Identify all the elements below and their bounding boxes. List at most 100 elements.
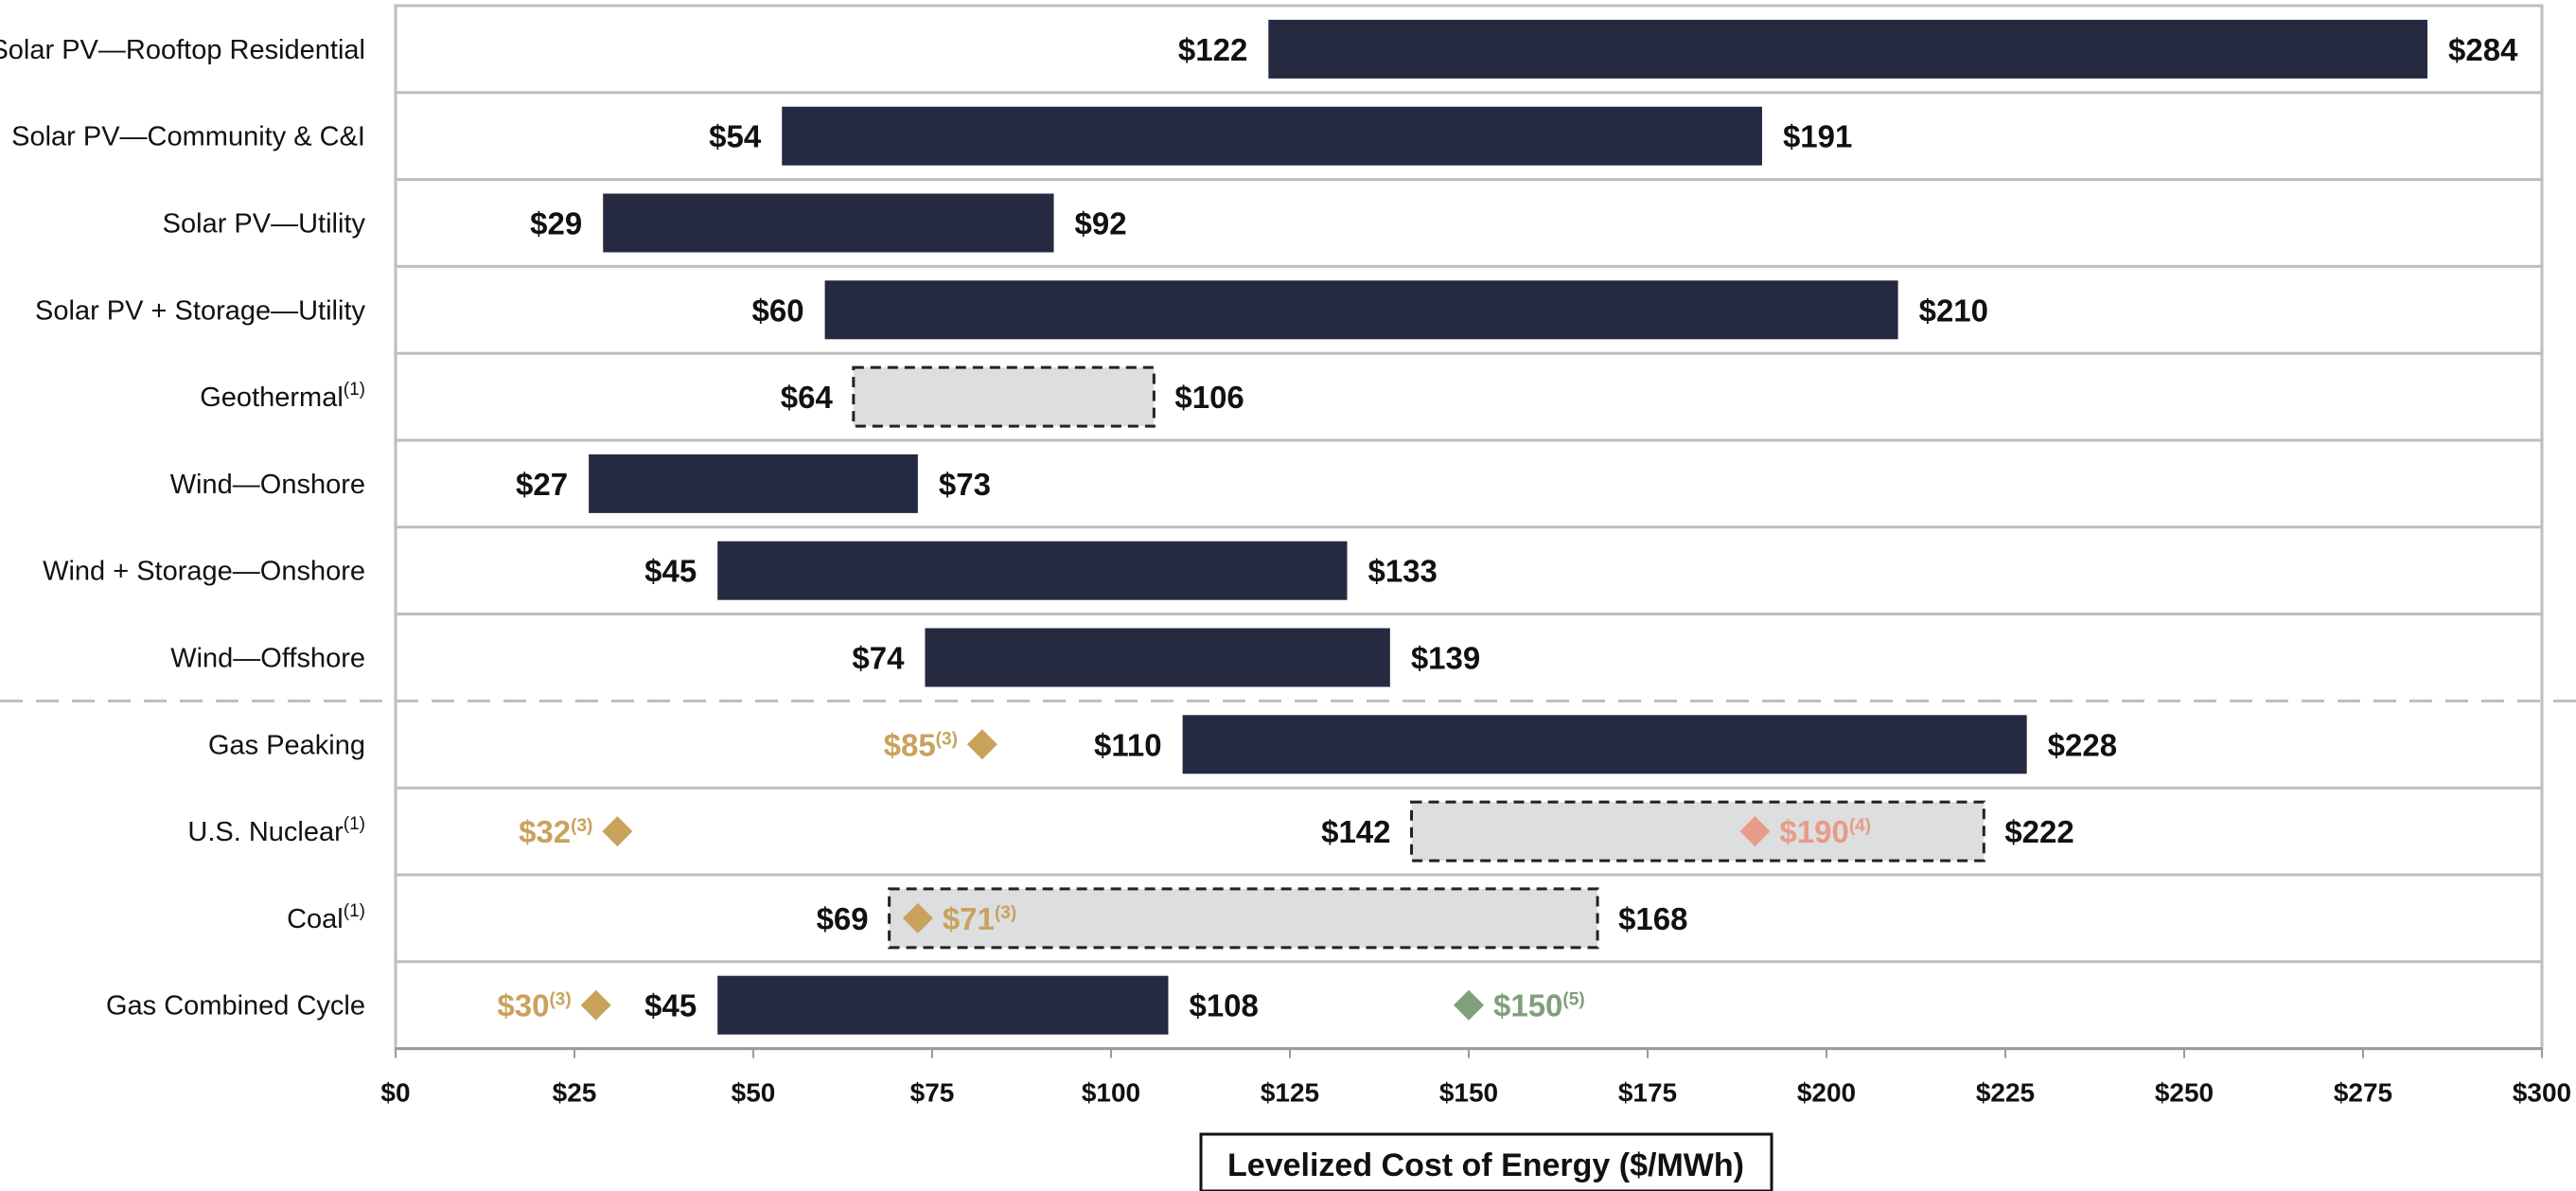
- low-value-label: $60: [752, 293, 804, 328]
- marker-diamond: [602, 816, 633, 847]
- value-markers: $85(3)$32(3) $190(4)$71(3)$30(3) $150(5): [497, 727, 1871, 1022]
- marker-label-value: $32: [519, 814, 571, 849]
- category-label: Coal(1): [287, 901, 365, 934]
- marker-label: $30(3): [497, 988, 571, 1023]
- category-label: Solar PV + Storage—Utility: [35, 295, 365, 326]
- high-value-label: $168: [1618, 901, 1687, 936]
- low-value-label: $69: [817, 901, 869, 936]
- category-label-footnote: (1): [344, 814, 365, 834]
- category-label-text: Wind—Offshore: [170, 644, 365, 674]
- category-label-text: Coal: [287, 904, 344, 934]
- x-tick-label: $275: [2334, 1078, 2392, 1108]
- x-tick-label: $0: [380, 1078, 410, 1108]
- x-axis-title: Levelized Cost of Energy ($/MWh): [1227, 1147, 1744, 1183]
- marker-label-value: $30: [497, 988, 549, 1023]
- category-label-text: Gas Combined Cycle: [106, 991, 365, 1022]
- category-label-text: Wind + Storage—Onshore: [43, 557, 365, 587]
- low-value-label: $142: [1321, 814, 1390, 849]
- range-bar: [717, 541, 1348, 600]
- category-label: Wind—Offshore: [170, 644, 365, 674]
- category-label-footnote: (1): [344, 901, 365, 921]
- high-value-label: $284: [2448, 32, 2518, 67]
- high-value-label: $139: [1411, 641, 1480, 676]
- x-tick-label: $250: [2155, 1078, 2214, 1108]
- low-value-label: $27: [516, 467, 568, 502]
- category-label-text: Gas Peaking: [208, 730, 365, 760]
- marker-label: $85(3): [884, 727, 958, 762]
- category-labels: Solar PV—Rooftop Residential Solar PV—Com…: [0, 35, 366, 1022]
- category-label-text: Geothermal: [200, 382, 344, 413]
- low-value-label: $64: [781, 380, 834, 415]
- x-tick-label: $100: [1082, 1078, 1140, 1108]
- high-value-label: $92: [1075, 206, 1127, 241]
- x-tick-label: $125: [1261, 1078, 1319, 1108]
- range-box: [1410, 800, 1985, 862]
- marker-label-footnote: (5): [1562, 990, 1584, 1010]
- category-label-text: U.S. Nuclear: [187, 817, 344, 847]
- x-tick-label: $150: [1439, 1078, 1498, 1108]
- range-bar: [782, 106, 1762, 166]
- high-value-label: $228: [2048, 727, 2117, 762]
- marker-label-value: $150: [1493, 988, 1562, 1023]
- marker-label-footnote: (3): [571, 816, 592, 836]
- category-label: Solar PV—Utility: [163, 209, 366, 240]
- x-axis-ticks: $0 $25 $50 $75 $100 $125 $150 $175 $200 $225 $250 $…: [380, 1048, 2571, 1108]
- marker-label: $32(3): [519, 814, 592, 849]
- marker-diamond: [966, 729, 997, 760]
- low-value-label: $110: [1094, 727, 1162, 762]
- category-label-text: Solar PV + Storage—Utility: [35, 295, 365, 326]
- range-box: [852, 365, 1156, 428]
- marker-label: $190(4): [1779, 814, 1871, 849]
- range-bar: [589, 453, 918, 513]
- category-label: Gas Peaking: [208, 730, 365, 760]
- high-value-label: $108: [1189, 988, 1258, 1023]
- marker-label-value: $190: [1779, 814, 1848, 849]
- range-bar: [1182, 715, 2027, 774]
- marker-diamond: [902, 902, 933, 933]
- x-tick-label: $200: [1797, 1078, 1856, 1108]
- value-labels: $122 $284 $54 $191 $29 $92 $60 $210 $64 $106 $27 $7…: [516, 32, 2518, 1023]
- category-label: Solar PV—Rooftop Residential: [0, 35, 365, 65]
- category-label-text: Solar PV—Rooftop Residential: [0, 35, 365, 65]
- x-tick-label: $225: [1976, 1078, 2035, 1108]
- marker-label-footnote: (3): [995, 903, 1016, 923]
- category-label: U.S. Nuclear(1): [187, 814, 365, 847]
- range-bar: [717, 975, 1169, 1035]
- marker-label: $71(3): [943, 901, 1016, 936]
- low-value-label: $122: [1178, 32, 1247, 67]
- low-value-label: $45: [644, 554, 697, 589]
- marker-label-footnote: (3): [549, 990, 571, 1010]
- category-label: Wind—Onshore: [170, 470, 365, 500]
- range-box: [888, 887, 1599, 950]
- x-tick-label: $25: [553, 1078, 597, 1108]
- range-bar: [1268, 19, 2428, 79]
- high-value-label: $133: [1367, 554, 1437, 589]
- low-value-label: $45: [644, 988, 697, 1023]
- category-label: Wind + Storage—Onshore: [43, 557, 365, 587]
- marker-diamond: [1454, 989, 1484, 1021]
- category-label: Solar PV—Community & C&I: [11, 122, 365, 152]
- high-value-label: $210: [1919, 293, 1988, 328]
- low-value-label: $74: [852, 641, 905, 676]
- category-label-text: Solar PV—Utility: [163, 209, 366, 240]
- category-label: Geothermal(1): [200, 380, 365, 413]
- category-label-text: Wind—Onshore: [170, 470, 365, 500]
- marker-label-footnote: (4): [1849, 816, 1871, 836]
- x-tick-label: $75: [910, 1078, 955, 1108]
- range-bars: [589, 19, 2428, 1035]
- range-bar: [824, 280, 1898, 340]
- high-value-label: $73: [939, 467, 991, 502]
- marker-label: $150(5): [1493, 988, 1585, 1023]
- category-label-footnote: (1): [344, 380, 365, 400]
- category-label: Gas Combined Cycle: [106, 991, 365, 1022]
- marker-label-footnote: (3): [936, 729, 958, 749]
- high-value-label: $106: [1174, 380, 1244, 415]
- x-axis-title-box: [1199, 1132, 1773, 1191]
- marker-label-value: $71: [943, 901, 995, 936]
- category-label-text: Solar PV—Community & C&I: [11, 122, 365, 152]
- high-value-label: $222: [2004, 814, 2073, 849]
- range-bar: [603, 193, 1054, 253]
- low-value-label: $54: [709, 119, 762, 154]
- high-value-label: $191: [1783, 119, 1852, 154]
